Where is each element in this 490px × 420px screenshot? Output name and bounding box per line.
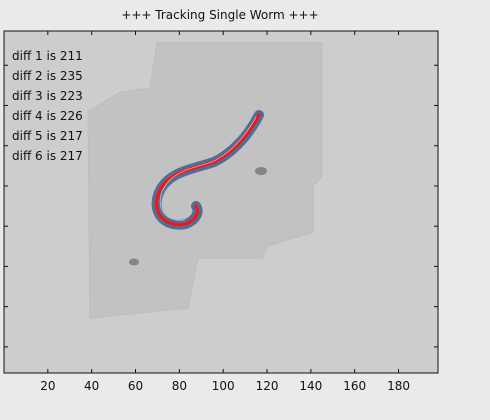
x-tick-label: 60 (127, 379, 144, 393)
axes-frame (3, 30, 439, 374)
worm-image (4, 31, 438, 373)
x-tick-label: 20 (40, 379, 56, 393)
x-tick-label: 140 (299, 379, 323, 393)
diff-line-1: diff 1 is 211 (12, 49, 83, 63)
x-tick-label: 180 (387, 379, 410, 393)
diff-overlay: diff 1 is 211 diff 2 is 235 diff 3 is 22… (12, 46, 83, 166)
x-tick-label: 40 (84, 379, 100, 393)
diff-line-3: diff 3 is 223 (12, 89, 83, 103)
x-tick-label: 100 (211, 379, 235, 393)
x-tick-label: 120 (255, 379, 279, 393)
x-axis-ticks (47, 31, 400, 373)
x-tick-label: 160 (343, 379, 367, 393)
diff-line-2: diff 2 is 235 (12, 69, 83, 83)
worm-outline (155, 113, 261, 227)
diff-line-4: diff 4 is 226 (12, 109, 83, 123)
figure-title: +++ Tracking Single Worm +++ (121, 8, 319, 22)
x-tick-label: 80 (171, 379, 187, 393)
y-axis-ticks (4, 64, 438, 348)
tracked-worm (151, 110, 264, 230)
diff-line-5: diff 5 is 217 (12, 129, 83, 143)
diff-line-6: diff 6 is 217 (12, 149, 83, 163)
